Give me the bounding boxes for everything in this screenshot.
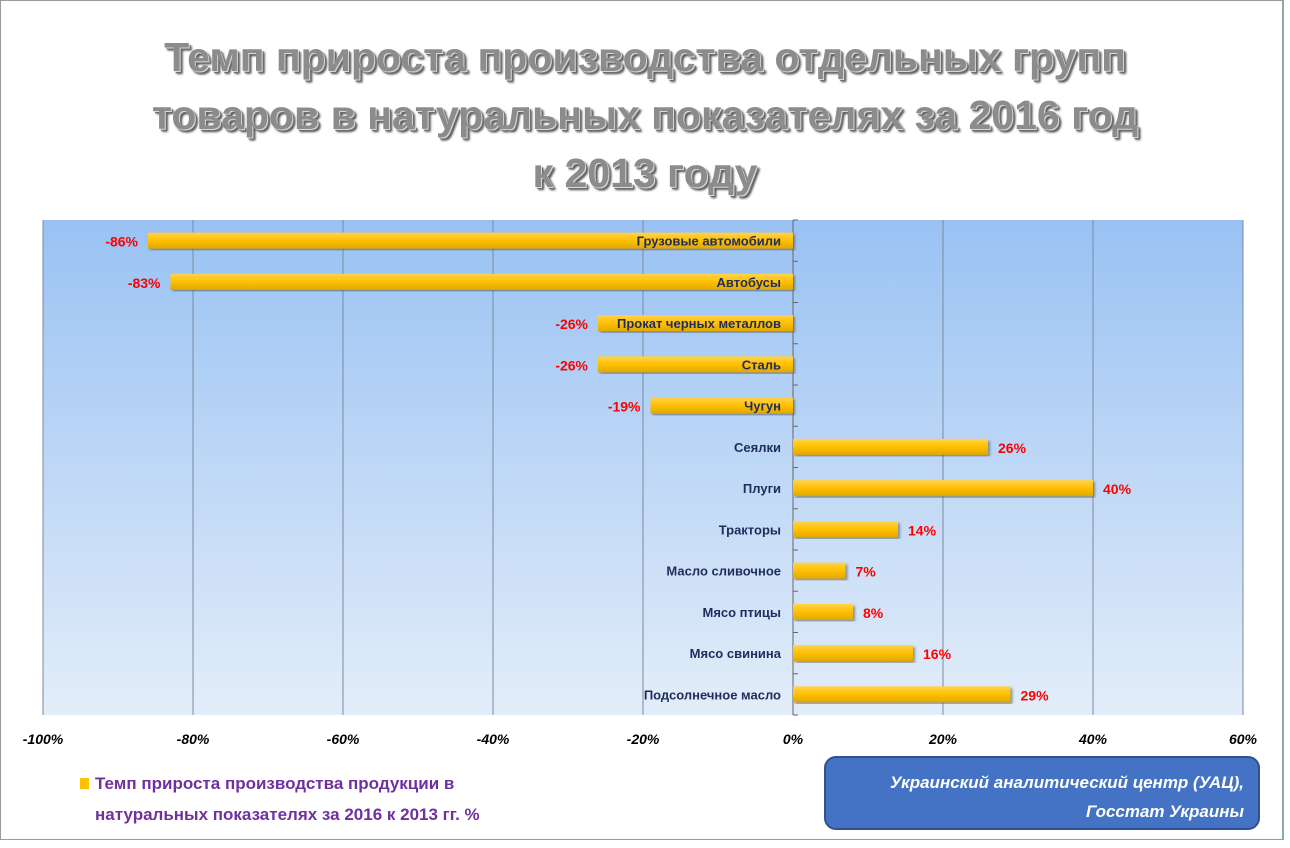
x-tick-label: 20% [928,731,958,747]
x-tick-label: -100% [23,731,64,747]
value-label: -83% [128,275,161,291]
category-label: Чугун [744,399,781,414]
x-tick-label: -40% [477,731,510,747]
source-line-2: Госстат Украины [1085,802,1244,821]
value-label: 29% [1021,687,1050,703]
legend: Темп прироста производства продукции в н… [80,768,480,830]
bar [793,686,1011,703]
category-label: Сеялки [734,440,781,455]
bar [793,562,846,579]
bar [170,273,793,290]
value-label: 14% [908,522,937,538]
bar [598,356,793,373]
value-label: 26% [998,440,1027,456]
title-line-1: Темп прироста производства отдельных гру… [164,34,1126,80]
value-label: -19% [608,399,641,415]
bar [650,397,793,414]
category-label: Тракторы [719,522,781,537]
bar [793,480,1093,497]
value-label: -26% [555,357,588,373]
value-label: 40% [1103,481,1132,497]
value-label: 8% [863,605,884,621]
source-box: Украинский аналитический центр (УАЦ), Го… [824,756,1260,830]
category-label: Мясо свинина [690,646,782,661]
legend-label-line-1: Темп прироста производства продукции в [95,774,455,793]
bar [148,232,793,249]
category-label: Плуги [743,481,781,496]
x-tick-label: 0% [783,731,804,747]
value-label: -86% [105,234,138,250]
value-label: -26% [555,316,588,332]
x-tick-label: -80% [177,731,210,747]
category-label: Автобусы [717,275,781,290]
value-label: 16% [923,646,952,662]
x-tick-label: -20% [627,731,660,747]
x-tick-label: 40% [1078,731,1108,747]
legend-swatch [80,778,89,789]
category-label: Подсолнечное масло [644,687,781,702]
category-label: Грузовые автомобили [637,234,781,249]
title-line-2: товаров в натуральных показателях за 201… [151,92,1139,138]
chart-title: Темп прироста производства отдельных гру… [0,28,1290,202]
bar [793,521,898,538]
category-label: Сталь [742,357,781,372]
legend-label-line-2: натуральных показателях за 2016 к 2013 г… [95,805,480,824]
bar [598,315,793,332]
category-label: Масло сливочное [666,564,781,579]
x-tick-label: 60% [1229,731,1258,747]
x-tick-label: -60% [327,731,360,747]
title-line-3: к 2013 году [532,150,758,196]
source-line-1: Украинский аналитический центр (УАЦ), [890,773,1244,792]
bar [793,438,988,455]
bar [793,603,853,620]
category-label: Прокат черных металлов [617,316,781,331]
category-label: Мясо птицы [702,605,781,620]
bar [793,645,913,662]
value-label: 7% [856,564,877,580]
